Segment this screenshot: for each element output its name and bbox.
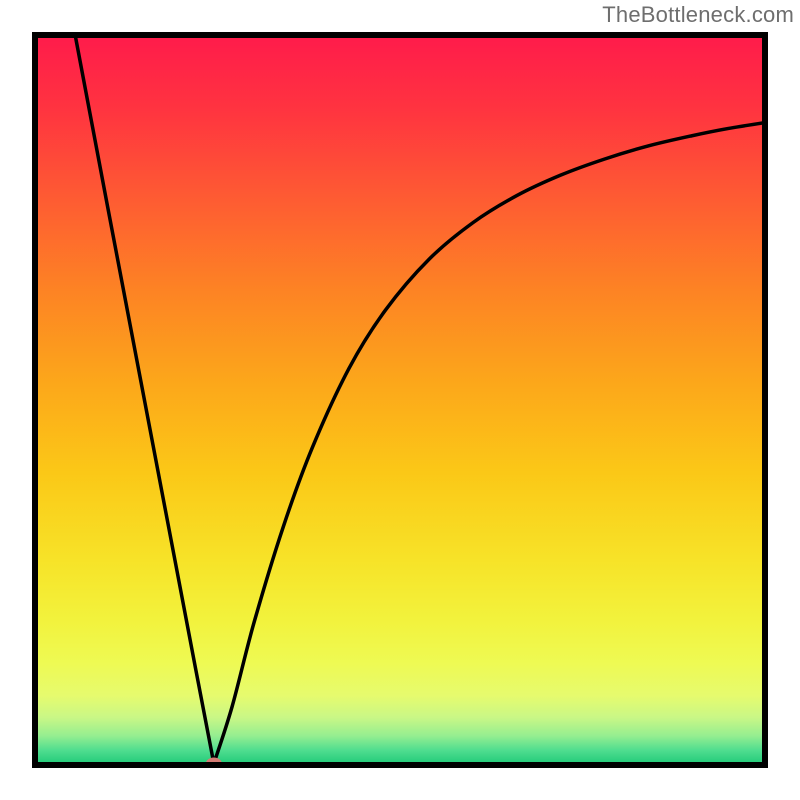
watermark-text: TheBottleneck.com — [602, 2, 794, 28]
chart-container: TheBottleneck.com — [0, 0, 800, 800]
bottleneck-chart-svg — [0, 0, 800, 800]
